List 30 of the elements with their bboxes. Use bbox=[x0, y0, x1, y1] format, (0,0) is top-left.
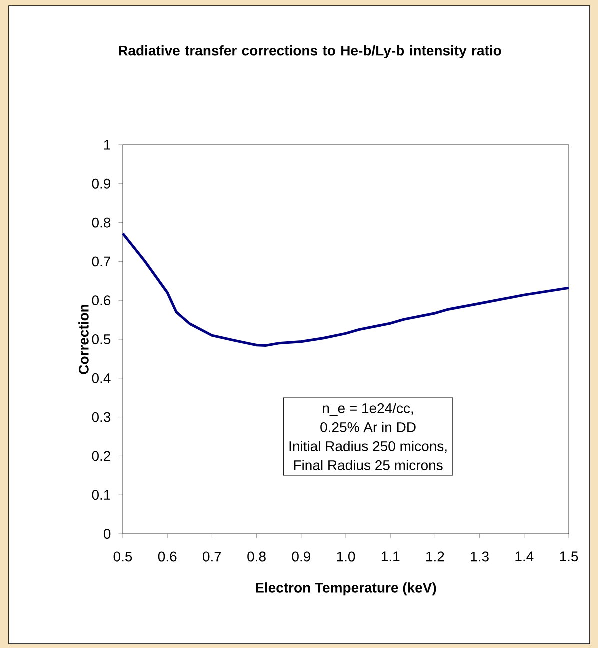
annotation: Initial Radius 250 micons, bbox=[290, 441, 447, 454]
y-tick-label: 0.3 bbox=[92, 412, 111, 422]
y-tick-label: 0.5 bbox=[92, 334, 111, 344]
x-tick-label: 1.5 bbox=[560, 552, 578, 562]
x-tick-label: 0.6 bbox=[158, 552, 177, 562]
x-tick-label: 1.1 bbox=[382, 552, 400, 562]
x-tick-label: 0.7 bbox=[203, 552, 222, 562]
y-axis-title: Correction bbox=[78, 304, 89, 374]
chart-title: Radiative transfer corrections to He-b/Ly-b intensity ratio bbox=[119, 45, 502, 59]
y-tick-label: 0 bbox=[104, 529, 111, 539]
x-tick-label: 1.0 bbox=[337, 552, 356, 562]
y-tick-label: 0.4 bbox=[92, 373, 111, 384]
y-tick-label: 0.1 bbox=[92, 490, 111, 500]
annotation: n_e = 1e24/cc, bbox=[323, 403, 414, 416]
x-tick-label: 0.9 bbox=[292, 552, 310, 562]
y-tick-label: 1 bbox=[104, 140, 111, 150]
line-series bbox=[122, 232, 570, 348]
y-tick-label: 0.7 bbox=[92, 256, 110, 267]
x-tick-label: 0.8 bbox=[248, 552, 266, 562]
x-tick-label: 1.4 bbox=[516, 552, 534, 562]
y-tick-label: 0.2 bbox=[92, 451, 110, 462]
y-tick-label: 0.9 bbox=[92, 178, 111, 189]
x-tick-label: 1.3 bbox=[471, 552, 489, 562]
annotation: 0.25% Ar in DD bbox=[320, 422, 416, 432]
x-axis-title: Electron Temperature (keV) bbox=[256, 582, 436, 596]
y-tick-label: 0.6 bbox=[92, 296, 111, 306]
annotation: Final Radius 25 microns bbox=[294, 460, 443, 470]
y-tick-label: 0.8 bbox=[92, 218, 111, 228]
x-tick-label: 0.5 bbox=[114, 552, 132, 562]
x-tick-label: 1.2 bbox=[426, 552, 444, 562]
